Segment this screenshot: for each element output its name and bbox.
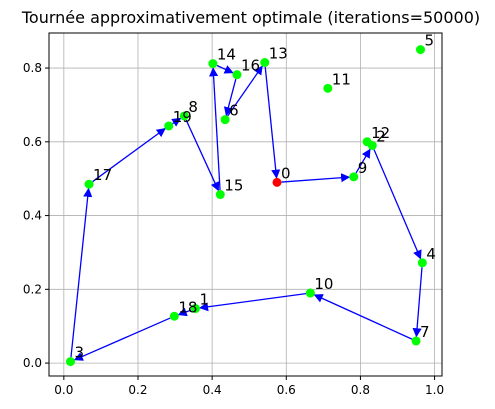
city-label: 13 (269, 45, 288, 63)
city-label: 0 (281, 164, 291, 182)
route-arrow (71, 189, 89, 357)
city-label: 14 (217, 46, 236, 64)
city-label: 11 (332, 70, 351, 88)
route-arrows (71, 65, 422, 359)
y-tick-label: 0.0 (23, 356, 42, 370)
city-label: 7 (420, 323, 430, 341)
route-arrow (282, 177, 350, 182)
x-tick-label: 0.8 (351, 383, 370, 397)
city-label: 16 (241, 57, 260, 75)
y-tick-label: 0.2 (23, 282, 42, 296)
route-arrow (374, 150, 421, 259)
city-label: 17 (93, 166, 112, 184)
x-tick-label: 0.6 (277, 383, 296, 397)
plot-frame (49, 33, 442, 376)
route-arrow (314, 295, 411, 339)
y-tick-label: 0.4 (23, 209, 42, 223)
grid-lines (49, 33, 442, 376)
city-label: 1 (199, 291, 209, 309)
city-label: 12 (371, 124, 390, 142)
y-tick-label: 0.6 (23, 135, 42, 149)
city-label: 4 (426, 245, 436, 263)
route-arrow (265, 67, 276, 178)
route-arrow (186, 120, 218, 190)
city-points (66, 45, 427, 366)
city-label: 19 (173, 108, 192, 126)
city-label: 9 (358, 159, 368, 177)
city-label: 5 (424, 32, 434, 50)
route-arrow (75, 318, 171, 360)
x-tick-label: 0.2 (128, 383, 147, 397)
route-arrow (200, 294, 306, 308)
city-label: 6 (229, 102, 239, 120)
city-label: 15 (224, 177, 243, 195)
y-tick-label: 0.8 (23, 61, 42, 75)
x-tick-label: 0.4 (203, 383, 222, 397)
route-arrow (213, 68, 220, 190)
x-tick-label: 0.0 (54, 383, 73, 397)
city-label: 18 (178, 298, 197, 316)
chart-title: Tournée approximativement optimale (iter… (21, 8, 480, 27)
city-label: 3 (75, 344, 85, 362)
x-tick-label: 1.0 (425, 383, 444, 397)
city-label: 10 (314, 275, 333, 293)
route-arrow (217, 65, 233, 72)
